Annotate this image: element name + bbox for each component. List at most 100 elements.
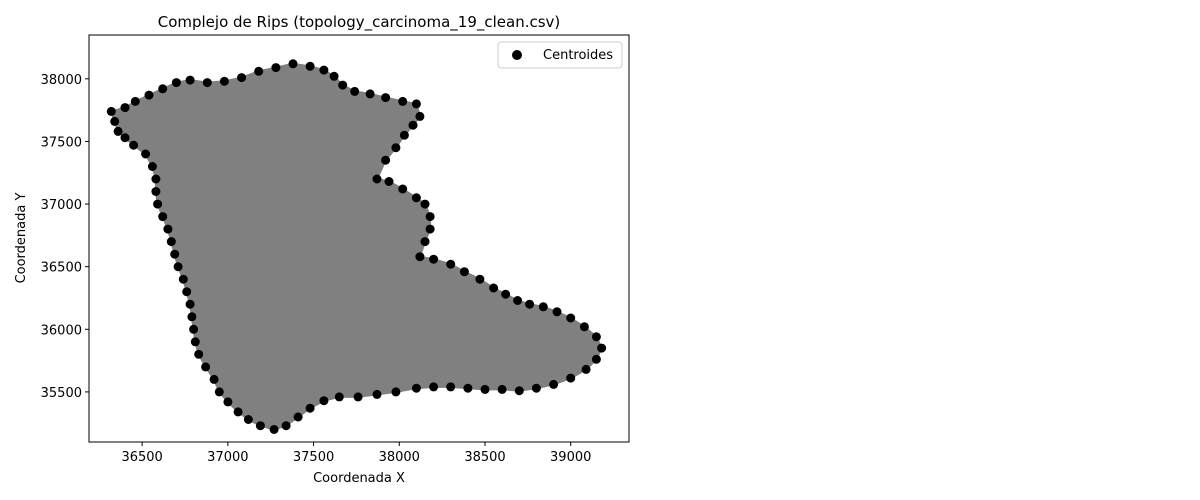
centroid-point <box>255 421 265 431</box>
centroid-point <box>581 364 591 374</box>
centroid-point <box>187 312 197 322</box>
centroid-point <box>120 133 130 143</box>
centroid-point <box>223 397 233 407</box>
centroid-point <box>591 354 601 364</box>
centroid-point <box>446 259 456 269</box>
centroid-point <box>319 65 329 75</box>
centroid-point <box>489 283 499 293</box>
centroid-point <box>281 421 291 431</box>
x-axis-ticks: 36500 37000 37500 38000 38500 39000 <box>121 442 591 465</box>
centroid-point <box>141 149 151 159</box>
centroid-point <box>113 126 123 136</box>
centroid-point <box>381 155 391 165</box>
centroid-point <box>398 184 408 194</box>
centroid-point <box>525 299 535 309</box>
centroid-point <box>254 66 264 76</box>
centroid-point <box>415 252 425 262</box>
centroid-point <box>288 59 298 69</box>
centroid-point <box>425 224 435 234</box>
legend: Centroides <box>497 41 623 69</box>
centroid-point <box>353 392 363 402</box>
centroid-point <box>463 383 473 393</box>
centroid-point <box>425 212 435 222</box>
centroid-point <box>144 90 154 100</box>
centroid-point <box>429 382 439 392</box>
centroid-point <box>214 387 224 397</box>
centroid-point <box>185 75 195 85</box>
centroid-points <box>106 59 607 434</box>
centroid-point <box>147 162 157 171</box>
centroid-point <box>110 116 120 126</box>
centroid-point <box>372 174 382 184</box>
centroid-point <box>579 322 589 332</box>
centroid-point <box>237 73 247 83</box>
centroid-point <box>151 174 161 184</box>
centroid-point <box>475 274 485 284</box>
centroid-point <box>166 237 176 247</box>
centroid-point <box>271 63 281 73</box>
centroid-point <box>501 289 511 299</box>
centroid-point <box>106 106 116 116</box>
x-axis-label: Coordenada X <box>313 471 405 486</box>
centroid-point <box>381 93 391 103</box>
centroid-point <box>398 96 408 106</box>
centroid-point <box>591 332 601 342</box>
centroid-point <box>194 349 204 359</box>
centroid-point <box>420 199 430 209</box>
centroid-point <box>514 386 524 396</box>
x-tick-label: 37500 <box>293 450 334 465</box>
centroid-point <box>153 199 163 209</box>
centroid-point <box>411 99 421 109</box>
chart-title: Complejo de Rips (topology_carcinoma_19_… <box>158 13 561 32</box>
centroid-point <box>305 61 315 71</box>
x-tick-label: 36500 <box>121 450 162 465</box>
centroid-point <box>182 287 192 297</box>
centroid-point <box>411 383 421 393</box>
centroid-point <box>513 296 523 305</box>
centroid-point <box>350 86 360 96</box>
centroid-point <box>158 84 168 94</box>
centroid-point <box>372 389 382 399</box>
centroid-point <box>391 143 401 153</box>
centroid-point <box>120 103 130 113</box>
y-tick-label: 37500 <box>41 135 82 150</box>
centroid-point <box>399 130 409 140</box>
centroid-point <box>538 302 548 312</box>
centroid-point <box>480 384 490 394</box>
centroid-point <box>202 78 212 88</box>
x-tick-label: 39000 <box>550 450 591 465</box>
centroid-point <box>233 407 243 417</box>
y-tick-label: 38000 <box>41 73 82 88</box>
centroid-point <box>497 384 507 394</box>
centroid-point <box>173 262 183 272</box>
centroid-point <box>170 249 180 259</box>
centroid-point <box>365 89 375 99</box>
centroid-point <box>531 383 541 393</box>
centroid-point <box>151 187 161 196</box>
centroid-point <box>293 412 303 422</box>
y-tick-label: 36000 <box>41 323 82 338</box>
centroid-point <box>319 396 329 406</box>
centroid-point <box>459 267 469 277</box>
x-tick-label: 38500 <box>464 450 505 465</box>
centroid-point <box>189 324 199 334</box>
centroid-point <box>129 140 139 150</box>
centroid-point <box>178 274 188 284</box>
y-tick-label: 36500 <box>41 261 82 276</box>
centroid-point <box>305 403 315 413</box>
centroid-point <box>130 96 140 106</box>
centroid-point <box>597 343 607 353</box>
y-tick-label: 37000 <box>41 198 82 213</box>
centroid-point <box>446 382 456 392</box>
legend-box <box>497 41 623 69</box>
centroid-point <box>391 387 401 397</box>
centroid-point <box>420 237 430 247</box>
centroid-point <box>566 313 576 323</box>
plot-area <box>106 59 607 434</box>
y-axis-ticks: 35500 36000 36500 37000 37500 38000 <box>41 73 89 401</box>
centroid-point <box>566 373 576 383</box>
centroid-point <box>411 193 421 203</box>
x-tick-label: 38000 <box>379 450 420 465</box>
centroid-point <box>243 415 253 424</box>
